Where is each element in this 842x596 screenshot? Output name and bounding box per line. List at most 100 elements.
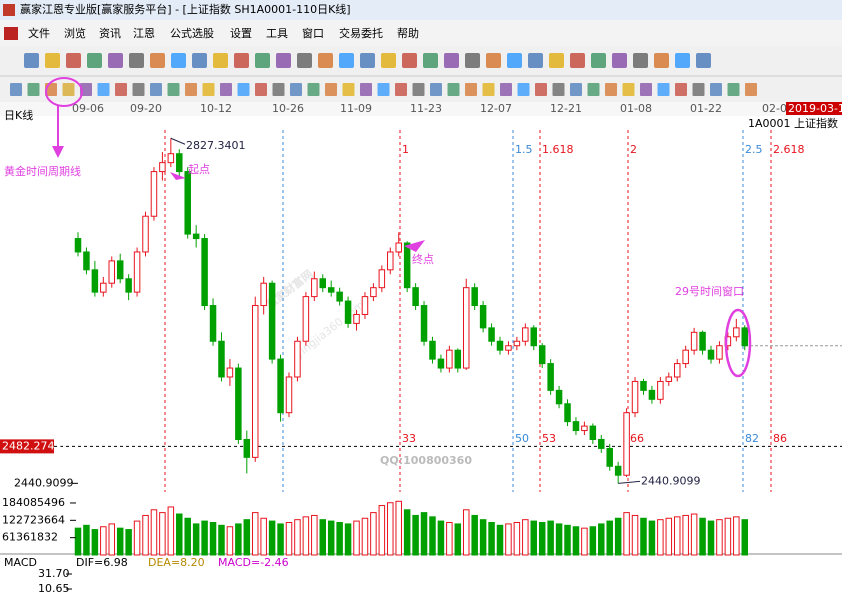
tool-button[interactable] [500,83,512,96]
tool-button[interactable] [675,53,690,68]
tool-button[interactable] [307,83,320,96]
volume-bar [530,520,538,556]
tool-button[interactable] [633,53,648,68]
date-label: 11-09 [340,102,372,115]
tool-button[interactable] [185,83,197,96]
tool-button[interactable] [640,83,652,96]
tool-button[interactable] [255,83,267,96]
menu-item[interactable]: 设置 [230,27,252,40]
menu-item[interactable]: 浏览 [64,26,86,40]
tool-button[interactable] [360,83,372,96]
tool-button[interactable] [692,83,705,96]
tool-button[interactable] [325,83,337,96]
menu-item[interactable]: 工具 [266,27,288,40]
tool-button[interactable] [395,83,407,96]
candle-body [116,260,124,280]
tool-button[interactable] [549,53,564,68]
menu-item[interactable]: 文件 [28,26,50,40]
tool-button[interactable] [339,53,354,68]
tool-button[interactable] [517,83,530,96]
tool-button[interactable] [587,83,600,96]
tool-button[interactable] [377,83,390,96]
tool-button[interactable] [727,83,740,96]
menu-item[interactable]: 资讯 [99,27,121,40]
tool-button[interactable] [27,83,40,96]
candle-body [403,242,411,289]
tool-button[interactable] [696,53,711,68]
tool-button[interactable] [45,53,60,68]
tool-button[interactable] [272,83,285,96]
tool-button[interactable] [237,83,250,96]
tool-button[interactable] [10,83,22,96]
ratio-label: 1 [402,143,409,156]
tool-button[interactable] [360,53,375,68]
menu-item[interactable]: 公式选股 [170,27,214,40]
tool-button[interactable] [675,83,687,96]
volume-bar [201,520,208,556]
tool-button[interactable] [290,83,302,96]
tool-button[interactable] [213,53,228,68]
tool-button[interactable] [710,83,722,96]
tool-button[interactable] [423,53,438,68]
tool-button[interactable] [444,53,459,68]
tool-button[interactable] [97,83,110,96]
tool-button[interactable] [591,53,606,68]
tool-button[interactable] [202,83,215,96]
tool-button[interactable] [342,83,355,96]
macd-value: MACD=-2.46 [218,556,289,569]
volume-bar [589,526,597,556]
tool-button[interactable] [745,83,757,96]
menu-item[interactable]: 窗口 [302,26,324,40]
tool-button[interactable] [167,83,180,96]
tool-button[interactable] [654,53,669,68]
candle-body [479,305,487,329]
tool-button[interactable] [528,53,543,68]
volume-bar [167,506,175,556]
tool-button[interactable] [482,83,495,96]
volume-bar [226,526,234,556]
tool-button[interactable] [465,83,477,96]
tool-button[interactable] [87,53,102,68]
tool-button[interactable] [108,53,123,68]
tool-button[interactable] [507,53,522,68]
tool-button[interactable] [150,83,162,96]
candle-body [631,380,639,414]
tool-button[interactable] [570,53,585,68]
tool-button[interactable] [24,53,39,68]
tool-button[interactable] [115,83,127,96]
menu-item[interactable]: 帮助 [397,26,419,40]
tool-button[interactable] [622,83,635,96]
tool-button[interactable] [657,83,670,96]
volume-bar [133,520,141,556]
date-label: 12-21 [550,102,582,115]
tool-button[interactable] [80,83,92,96]
tool-button[interactable] [552,83,565,96]
tool-button[interactable] [402,53,417,68]
tool-button[interactable] [255,53,270,68]
tool-button[interactable] [465,53,480,68]
tool-button[interactable] [318,53,333,68]
tool-button[interactable] [132,83,145,96]
tool-button[interactable] [150,53,165,68]
tool-button[interactable] [381,53,396,68]
tool-button[interactable] [66,53,81,68]
tool-button[interactable] [486,53,501,68]
tool-button[interactable] [234,53,249,68]
tool-button[interactable] [605,83,617,96]
tool-button[interactable] [276,53,291,68]
tool-button[interactable] [447,83,460,96]
tool-button[interactable] [412,83,425,96]
tool-button[interactable] [62,83,75,96]
tool-button[interactable] [171,53,186,68]
tool-button[interactable] [220,83,232,96]
tool-button[interactable] [570,83,582,96]
tool-button[interactable] [129,53,144,68]
menu-item[interactable]: 交易委托 [339,26,383,40]
candle-body [505,345,512,351]
tool-button[interactable] [430,83,442,96]
tool-button[interactable] [535,83,547,96]
menu-item[interactable]: 江恩 [133,27,155,40]
tool-button[interactable] [192,53,207,68]
tool-button[interactable] [612,53,627,68]
tool-button[interactable] [297,53,312,68]
